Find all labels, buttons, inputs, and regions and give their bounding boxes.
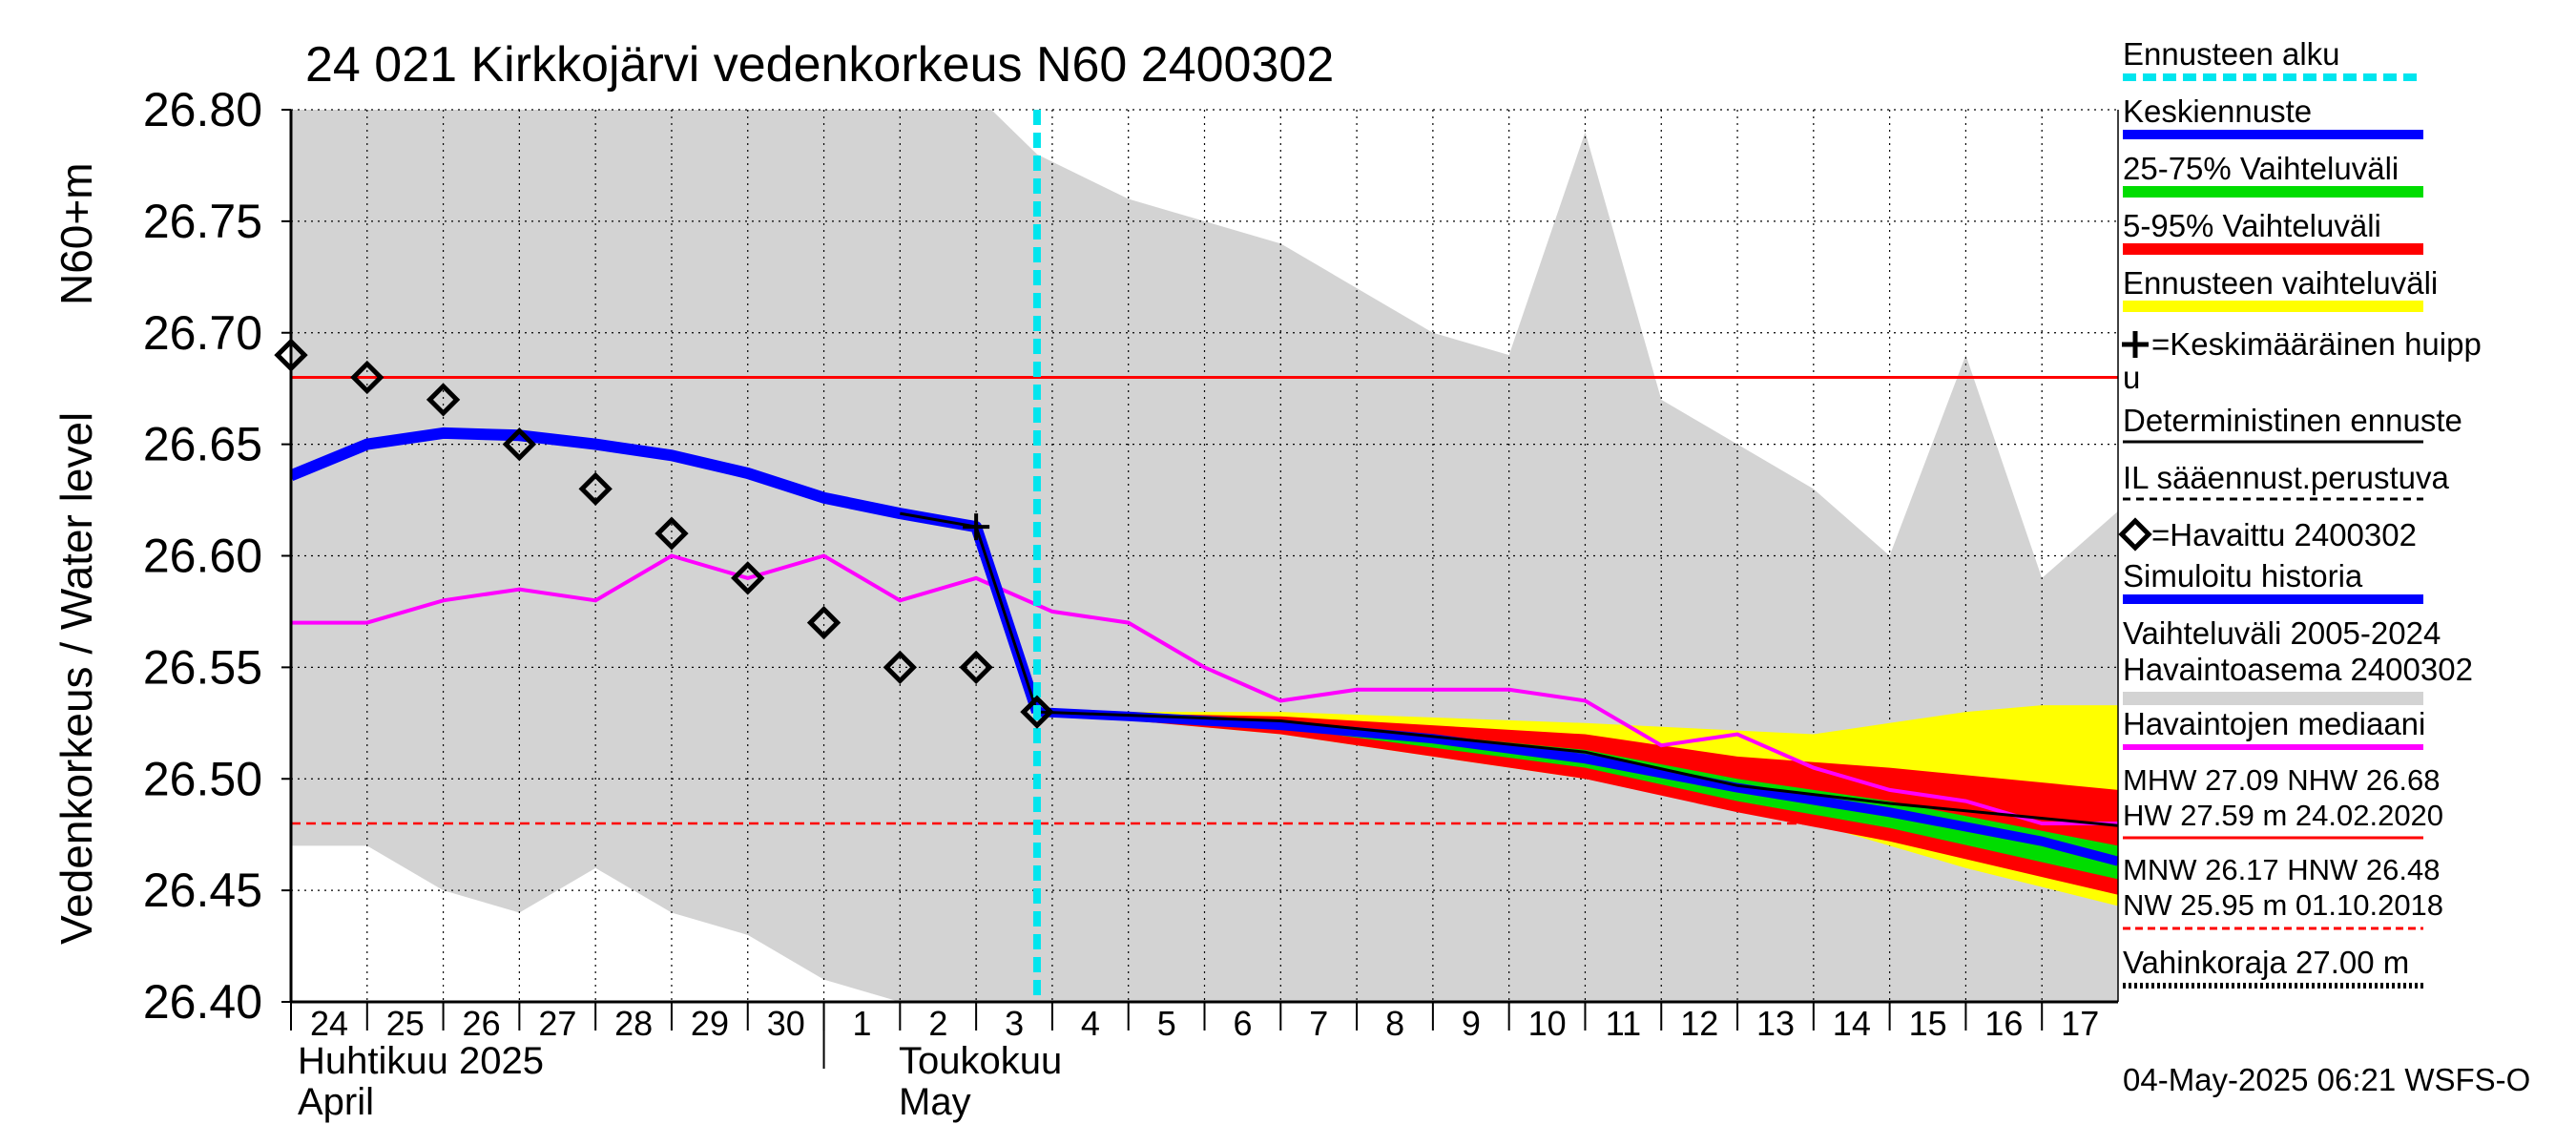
legend-mean-peak-label: =Keskimääräinen huipp xyxy=(2151,326,2482,362)
x-tick-label: 6 xyxy=(1233,1004,1252,1043)
month-label-may-fi: Toukokuu xyxy=(899,1040,1062,1082)
y-tick-label: 26.40 xyxy=(143,975,262,1029)
legend-simulated-label: Simuloitu historia xyxy=(2123,558,2363,593)
x-tick-label: 25 xyxy=(386,1004,425,1043)
x-tick-label: 28 xyxy=(614,1004,653,1043)
x-tick-label: 16 xyxy=(1984,1004,2023,1043)
x-tick-label: 9 xyxy=(1462,1004,1481,1043)
month-label-april-fi: Huhtikuu 2025 xyxy=(298,1040,544,1082)
y-axis-unit: N60+m xyxy=(52,162,101,305)
legend-median-label: Havaintojen mediaani xyxy=(2123,706,2425,741)
legend-band-25-75-label: 25-75% Vaihteluväli xyxy=(2123,151,2399,186)
x-tick-label: 1 xyxy=(853,1004,872,1043)
legend-range-label: Vaihteluväli 2005-2024 xyxy=(2123,615,2441,651)
legend-range-swatch xyxy=(2123,692,2423,705)
timestamp: 04-May-2025 06:21 WSFS-O xyxy=(2123,1062,2530,1097)
x-tick-label: 2 xyxy=(928,1004,947,1043)
y-tick-label: 26.65 xyxy=(143,418,262,471)
observed-point xyxy=(426,383,461,417)
legend-mean-peak-label-cont: u xyxy=(2123,360,2140,395)
y-axis-label: Vedenkorkeus / Water level xyxy=(52,412,101,945)
x-tick-label: 27 xyxy=(538,1004,576,1043)
legend-mnw-label: MNW 26.17 HNW 26.48 xyxy=(2123,853,2441,886)
observed-point xyxy=(350,360,384,395)
observed-point xyxy=(654,516,689,551)
legend-forecast-range-label: Ennusteen vaihteluväli xyxy=(2123,265,2438,301)
legend-nw-label: NW 25.95 m 01.10.2018 xyxy=(2123,888,2443,922)
legend-hw-label: HW 27.59 m 24.02.2020 xyxy=(2123,799,2443,832)
y-tick-label: 26.55 xyxy=(143,640,262,694)
chart-title: 24 021 Kirkkojärvi vedenkorkeus N60 2400… xyxy=(305,37,1334,93)
x-tick-label: 10 xyxy=(1528,1004,1567,1043)
x-tick-label: 7 xyxy=(1309,1004,1328,1043)
legend-mhw-label: MHW 27.09 NHW 26.68 xyxy=(2123,763,2441,797)
observed-point xyxy=(578,471,613,507)
legend-deterministic-label: Deterministinen ennuste xyxy=(2123,403,2462,438)
observed-point xyxy=(274,338,308,372)
legend-mean-peak-icon xyxy=(2122,331,2149,358)
y-tick-label: 26.50 xyxy=(143,752,262,805)
y-tick-label: 26.45 xyxy=(143,864,262,917)
legend-forecast-start-label: Ennusteen alku xyxy=(2123,36,2340,72)
legend-band-5-95-label: 5-95% Vaihteluväli xyxy=(2123,208,2381,243)
x-tick-label: 5 xyxy=(1157,1004,1176,1043)
legend-il-forecast-label: IL sääennust.perustuva xyxy=(2123,460,2449,495)
deterministic-forecast-line xyxy=(1036,710,2118,827)
x-tick-label: 8 xyxy=(1385,1004,1404,1043)
forecast-range-band xyxy=(1037,705,2118,906)
x-tick-label: 29 xyxy=(691,1004,729,1043)
observed-point xyxy=(959,650,993,685)
month-label-may-en: May xyxy=(899,1081,971,1123)
x-tick-label: 3 xyxy=(1005,1004,1024,1043)
x-tick-label: 24 xyxy=(310,1004,348,1043)
observation-marker-layer xyxy=(274,338,1054,729)
legend: Ennusteen alku Keskiennuste 25-75% Vaiht… xyxy=(2118,36,2482,989)
legend-damage-level-label: Vahinkoraja 27.00 m xyxy=(2123,945,2409,980)
observed-point xyxy=(883,650,918,685)
x-tick-label: 12 xyxy=(1680,1004,1718,1043)
x-tick-label: 13 xyxy=(1756,1004,1795,1043)
legend-mean-forecast-label: Keskiennuste xyxy=(2123,94,2312,129)
grid-layer xyxy=(290,109,2118,1003)
mean-forecast-line xyxy=(1036,707,2118,866)
legend-range-station-label: Havaintoasema 2400302 xyxy=(2123,652,2473,687)
month-label-april-en: April xyxy=(298,1081,374,1123)
legend-observed-label: =Havaittu 2400302 xyxy=(2151,517,2417,552)
observed-point xyxy=(731,561,765,595)
y-tick-label: 26.75 xyxy=(143,195,262,248)
x-tick-label: 11 xyxy=(1606,1004,1641,1043)
legend-observed-icon xyxy=(2118,517,2152,552)
observed-point xyxy=(1020,695,1054,729)
y-tick-label: 26.80 xyxy=(143,83,262,136)
x-tick-label: 14 xyxy=(1833,1004,1871,1043)
axis-layer: 26.40 26.45 26.50 26.55 26.60 26.65 26.70 26.75… xyxy=(143,83,2119,1069)
x-tick-label: 4 xyxy=(1081,1004,1100,1043)
observed-point xyxy=(806,605,841,640)
x-tick-label: 15 xyxy=(1909,1004,1947,1043)
y-tick-label: 26.60 xyxy=(143,530,262,583)
x-tick-label: 26 xyxy=(463,1004,501,1043)
observed-point xyxy=(502,427,537,462)
median-observed-line xyxy=(291,553,2118,825)
y-tick-label: 26.70 xyxy=(143,306,262,360)
x-tick-label: 17 xyxy=(2061,1004,2099,1043)
x-tick-label: 30 xyxy=(767,1004,805,1043)
